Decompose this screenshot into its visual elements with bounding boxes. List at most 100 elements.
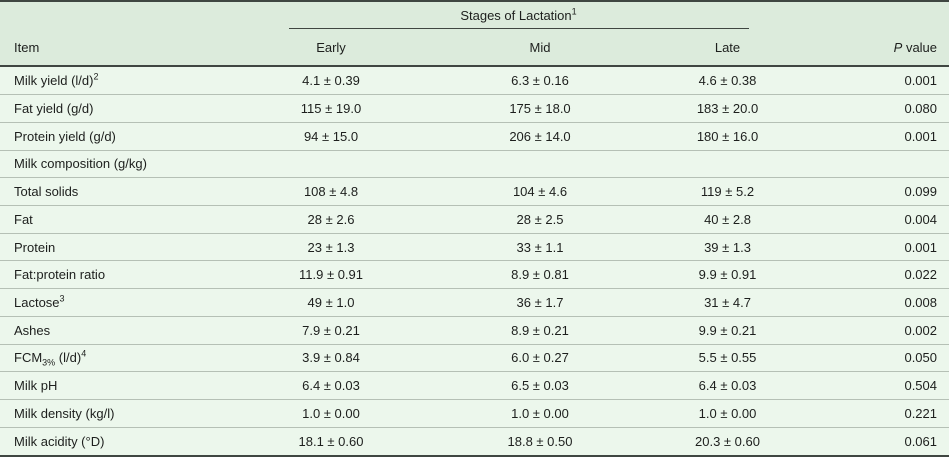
p-value-italic-p: P <box>893 39 903 55</box>
late-value-cell: 20.3 ± 0.60 <box>670 426 786 456</box>
p-value-cell: 0.001 <box>904 73 938 89</box>
row-label: Protein yield (g/d) <box>14 128 116 144</box>
p-value-cell: 0.504 <box>785 371 949 400</box>
mid-value-cell: 104 ± 4.6 <box>410 177 670 206</box>
row-label-cell: Fat <box>0 204 252 234</box>
p-value-rest: value <box>905 39 938 55</box>
group-header-label: Stages of Lactation <box>460 8 572 23</box>
row-label-cell: Milk yield (l/d)2 <box>0 66 252 95</box>
early-value-cell: 1.0 ± 0.00 <box>252 399 410 428</box>
table-row: Fat yield (g/d) 115 ± 19.0 175 ± 18.0 18… <box>0 94 949 123</box>
p-value-cell: 0.008 <box>785 288 949 317</box>
row-label: Milk density (kg/l) <box>14 405 115 421</box>
early-value-cell: 94 ± 15.0 <box>252 121 410 151</box>
early-value-cell: 3.9 ± 0.84 <box>252 343 410 372</box>
p-value-cell: 0.002 <box>785 315 949 345</box>
row-label-continued: (l/d) <box>55 350 82 366</box>
mid-value-cell: 18.8 ± 0.50 <box>410 426 670 456</box>
mid-value-cell: 6.3 ± 0.16 <box>511 73 569 89</box>
section-header-row: Milk composition (g/kg) <box>0 149 949 178</box>
table-row: Protein yield (g/d) 94 ± 15.0 206 ± 14.0… <box>0 121 949 151</box>
table-row: Milk pH 6.4 ± 0.03 6.5 ± 0.03 6.4 ± 0.03… <box>0 371 949 400</box>
mid-value-cell: 8.9 ± 0.81 <box>410 260 670 289</box>
early-value-cell: 7.9 ± 0.21 <box>252 315 410 345</box>
early-value-cell: 11.9 ± 0.91 <box>252 260 410 289</box>
late-value-cell: 39 ± 1.3 <box>670 232 786 261</box>
row-label-cell: Total solids <box>0 177 252 206</box>
p-value-cell: 0.061 <box>785 426 949 456</box>
early-value-cell: 49 ± 1.0 <box>252 288 410 317</box>
late-value-cell: 9.9 ± 0.21 <box>670 315 786 345</box>
p-value-cell <box>785 149 949 178</box>
row-label-cell: Milk density (kg/l) <box>0 399 252 428</box>
mid-value-cell <box>410 149 670 178</box>
late-value-cell: 40 ± 2.8 <box>670 204 786 234</box>
group-header-spacer-left <box>0 1 252 29</box>
p-value-cell: 0.004 <box>785 204 949 234</box>
early-value-cell: 108 ± 4.8 <box>252 177 410 206</box>
table-row: Protein 23 ± 1.3 33 ± 1.1 39 ± 1.3 0.001 <box>0 232 949 261</box>
row-label-superscript: 4 <box>81 349 87 360</box>
p-value-cell: 0.022 <box>785 260 949 289</box>
row-label: Fat <box>14 211 33 227</box>
mid-value-cell: 206 ± 14.0 <box>410 121 670 151</box>
p-value-cell: 0.080 <box>785 94 949 123</box>
early-value-cell: 4.1 ± 0.39 <box>302 73 360 89</box>
group-header-row: Stages of Lactation1 <box>0 1 949 29</box>
late-value-cell: 4.6 ± 0.38 <box>698 73 757 89</box>
column-header-mid: Mid <box>410 29 670 67</box>
table-row: Fat:protein ratio 11.9 ± 0.91 8.9 ± 0.81… <box>0 260 949 289</box>
late-value-cell: 1.0 ± 0.00 <box>670 399 786 428</box>
early-value-cell: 23 ± 1.3 <box>252 232 410 261</box>
column-header-early: Early <box>252 29 410 67</box>
row-label: Lactose <box>14 294 60 310</box>
group-header-superscript: 1 <box>571 6 577 17</box>
table-row: Milk acidity (°D) 18.1 ± 0.60 18.8 ± 0.5… <box>0 426 949 456</box>
row-label-cell: Milk composition (g/kg) <box>0 149 252 178</box>
row-label-cell: Milk pH <box>0 371 252 400</box>
row-label: Protein <box>14 239 56 255</box>
table-row: Total solids 108 ± 4.8 104 ± 4.6 119 ± 5… <box>0 177 949 206</box>
row-label-cell: Ashes <box>0 315 252 345</box>
p-value-cell: 0.221 <box>785 399 949 428</box>
row-label: Ashes <box>14 322 51 338</box>
table-row: Milk yield (l/d)2 4.1 ± 0.39 6.3 ± 0.16 … <box>0 66 949 95</box>
late-value-cell: 183 ± 20.0 <box>670 94 786 123</box>
p-value-cell: 0.050 <box>785 343 949 372</box>
early-value-cell: 6.4 ± 0.03 <box>252 371 410 400</box>
row-label-cell: Fat yield (g/d) <box>0 94 252 123</box>
table-row: Lactose3 49 ± 1.0 36 ± 1.7 31 ± 4.7 0.00… <box>0 288 949 317</box>
mid-value-cell: 6.0 ± 0.27 <box>410 343 670 372</box>
row-label-subscript: 3% <box>42 358 56 369</box>
table-row: Ashes 7.9 ± 0.21 8.9 ± 0.21 9.9 ± 0.21 0… <box>0 315 949 345</box>
early-value-cell: 115 ± 19.0 <box>252 94 410 123</box>
table-body: Milk yield (l/d)2 4.1 ± 0.39 6.3 ± 0.16 … <box>0 66 949 456</box>
late-value-cell: 180 ± 16.0 <box>670 121 786 151</box>
row-label: Milk composition (g/kg) <box>14 156 147 172</box>
row-label-cell: Lactose3 <box>0 288 252 317</box>
table-row: FCM3% (l/d)4 3.9 ± 0.84 6.0 ± 0.27 5.5 ±… <box>0 343 949 372</box>
row-label: Milk yield (l/d) <box>14 73 94 89</box>
group-header-spacer-right <box>785 1 949 29</box>
column-header-row: Item Early Mid Late P value <box>0 29 949 67</box>
row-label-superscript: 3 <box>59 293 65 304</box>
mid-value-cell: 28 ± 2.5 <box>410 204 670 234</box>
late-value-cell <box>670 149 786 178</box>
mid-value-cell: 175 ± 18.0 <box>410 94 670 123</box>
row-label-cell: Fat:protein ratio <box>0 260 252 289</box>
row-label-cell: Protein <box>0 232 252 261</box>
row-label-cell: Protein yield (g/d) <box>0 121 252 151</box>
row-label-superscript: 2 <box>93 71 99 82</box>
early-value-cell: 28 ± 2.6 <box>252 204 410 234</box>
row-label-cell: FCM3% (l/d)4 <box>0 343 252 372</box>
column-header-p-value: P value <box>785 29 949 67</box>
group-header-cell: Stages of Lactation1 <box>252 1 786 29</box>
mid-value-cell: 6.5 ± 0.03 <box>410 371 670 400</box>
row-label: Total solids <box>14 184 79 200</box>
p-value-cell: 0.099 <box>785 177 949 206</box>
mid-value-cell: 33 ± 1.1 <box>410 232 670 261</box>
row-label: Milk pH <box>14 378 58 394</box>
row-label: Fat:protein ratio <box>14 267 106 283</box>
